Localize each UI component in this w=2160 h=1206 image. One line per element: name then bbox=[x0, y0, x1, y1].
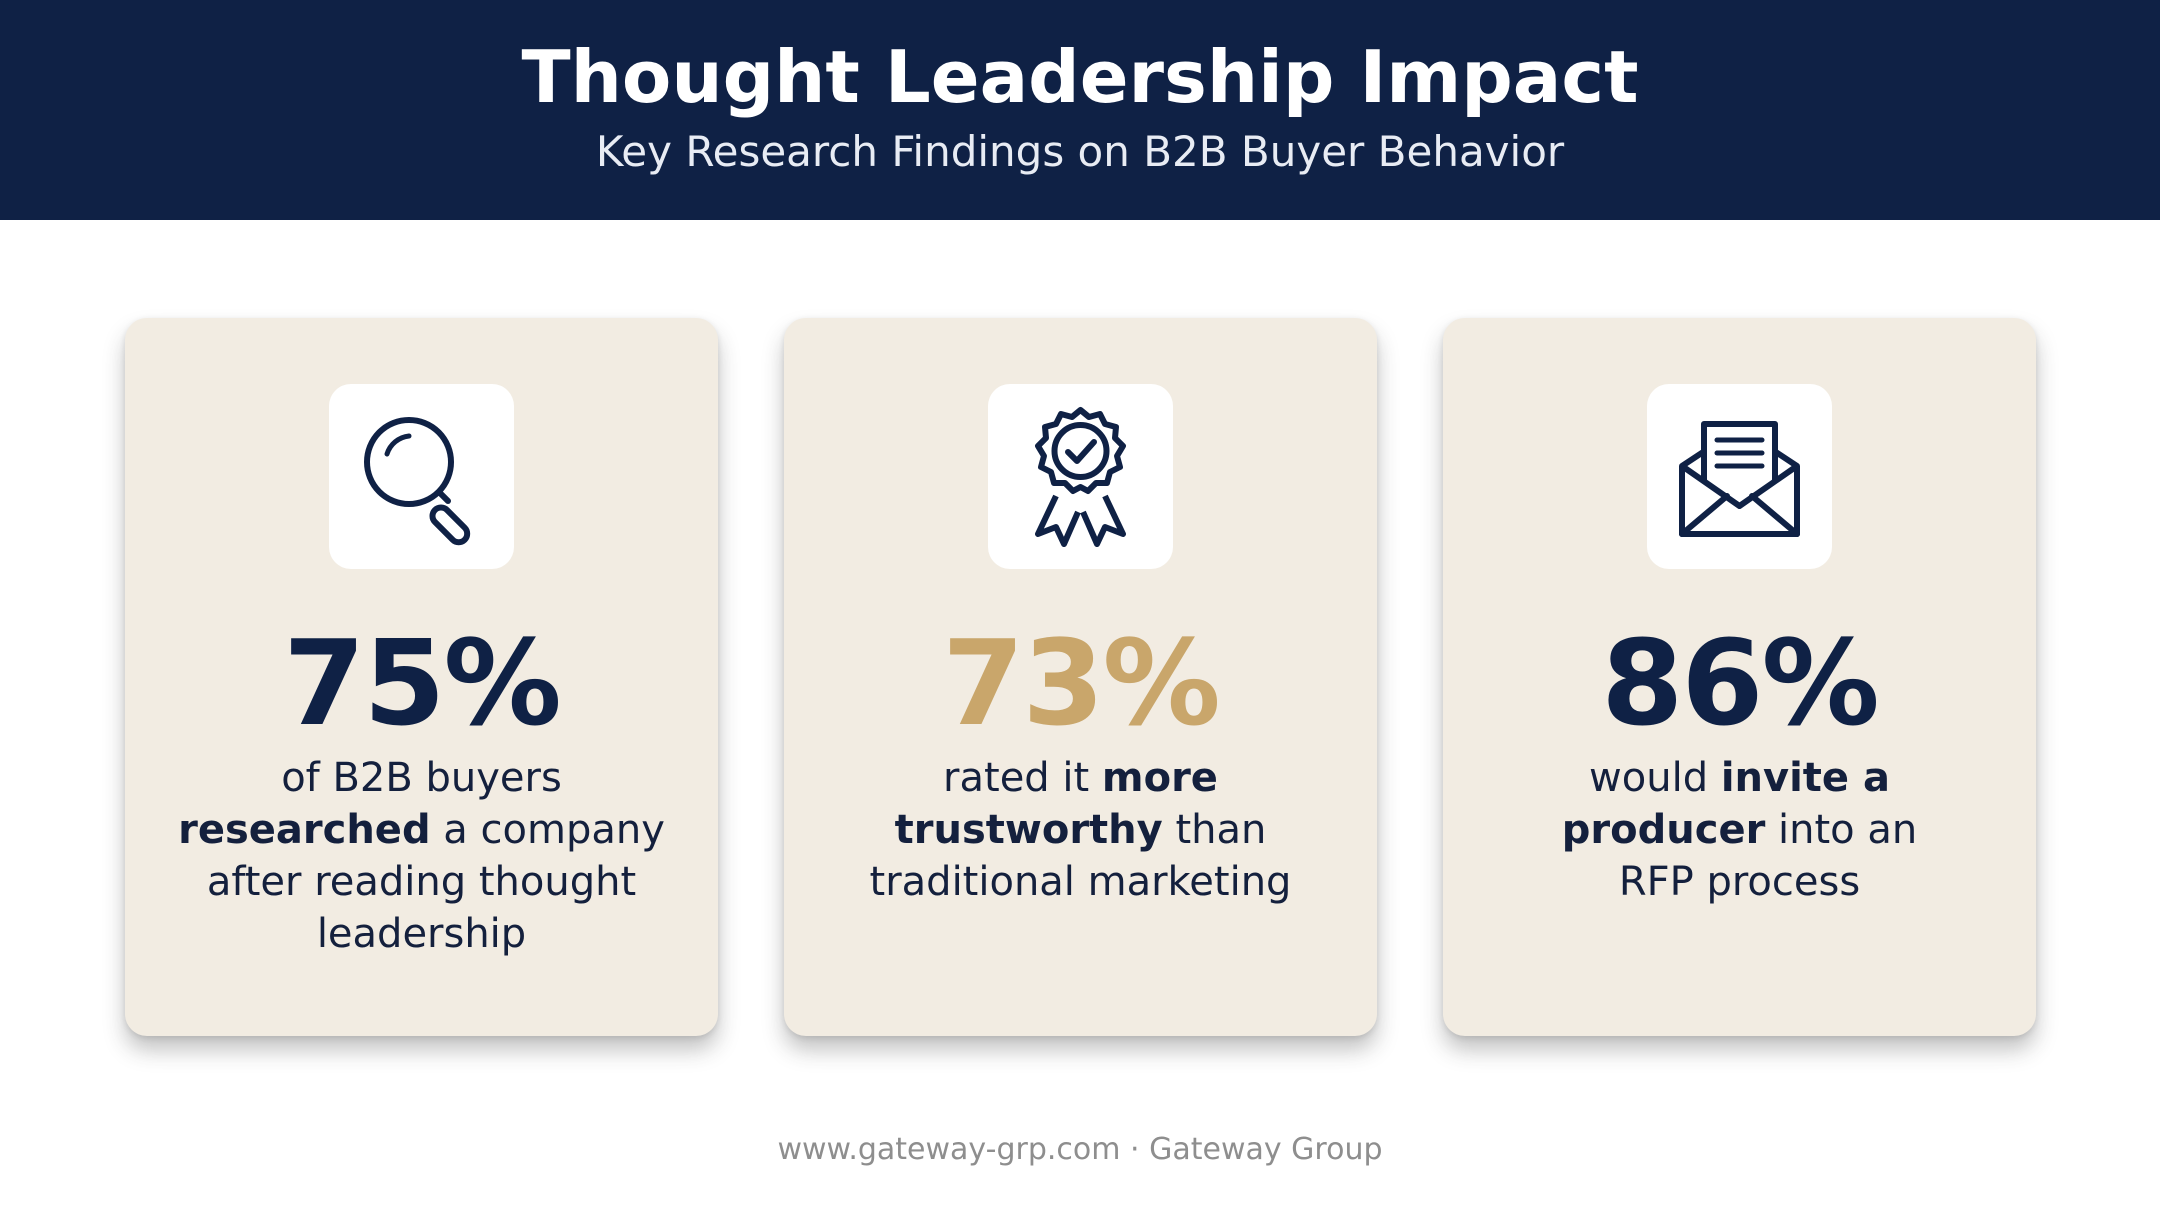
desc-emphasis: researched bbox=[178, 807, 431, 853]
stat-value: 73% bbox=[942, 614, 1220, 752]
footer-credit: www.gateway-grp.com · Gateway Group bbox=[777, 1132, 1383, 1167]
open-envelope-icon bbox=[1679, 421, 1800, 537]
stat-description: of B2B buyers researched a company after… bbox=[145, 752, 698, 960]
desc-text: traditional marketing bbox=[869, 859, 1292, 905]
icon-tile bbox=[988, 384, 1173, 569]
desc-text: than bbox=[1162, 807, 1267, 853]
desc-emphasis: trustworthy bbox=[894, 807, 1163, 853]
stat-card-trust: 73% rated it more trustworthy than tradi… bbox=[784, 318, 1377, 1036]
desc-text: would bbox=[1589, 755, 1721, 801]
award-badge-icon bbox=[1035, 407, 1126, 547]
desc-text: rated it bbox=[943, 755, 1102, 801]
magnifying-glass-icon bbox=[364, 417, 471, 546]
page-title: Thought Leadership Impact bbox=[521, 35, 1639, 119]
desc-text: into an bbox=[1765, 807, 1918, 853]
desc-emphasis: more bbox=[1101, 755, 1218, 801]
desc-text: leadership bbox=[316, 911, 527, 957]
stat-description: rated it more trustworthy than tradition… bbox=[804, 752, 1357, 908]
desc-text: after reading thought bbox=[206, 859, 637, 905]
stat-card-rfp: 86% would invite a producer into an RFP … bbox=[1443, 318, 2036, 1036]
stat-value: 86% bbox=[1601, 614, 1879, 752]
stat-description: would invite a producer into an RFP proc… bbox=[1463, 752, 2016, 908]
stat-value: 75% bbox=[283, 614, 561, 752]
header-banner: Thought Leadership Impact Key Research F… bbox=[0, 0, 2160, 220]
desc-emphasis: producer bbox=[1561, 807, 1766, 853]
icon-tile bbox=[329, 384, 514, 569]
stat-cards: 75% of B2B buyers researched a company a… bbox=[125, 318, 2036, 1036]
desc-text: a company bbox=[430, 807, 665, 853]
icon-tile bbox=[1647, 384, 1832, 569]
desc-emphasis: invite a bbox=[1720, 755, 1890, 801]
page-subtitle: Key Research Findings on B2B Buyer Behav… bbox=[595, 127, 1565, 176]
desc-text: RFP process bbox=[1618, 859, 1861, 905]
stat-card-research: 75% of B2B buyers researched a company a… bbox=[125, 318, 718, 1036]
desc-text: of B2B buyers bbox=[281, 755, 562, 801]
